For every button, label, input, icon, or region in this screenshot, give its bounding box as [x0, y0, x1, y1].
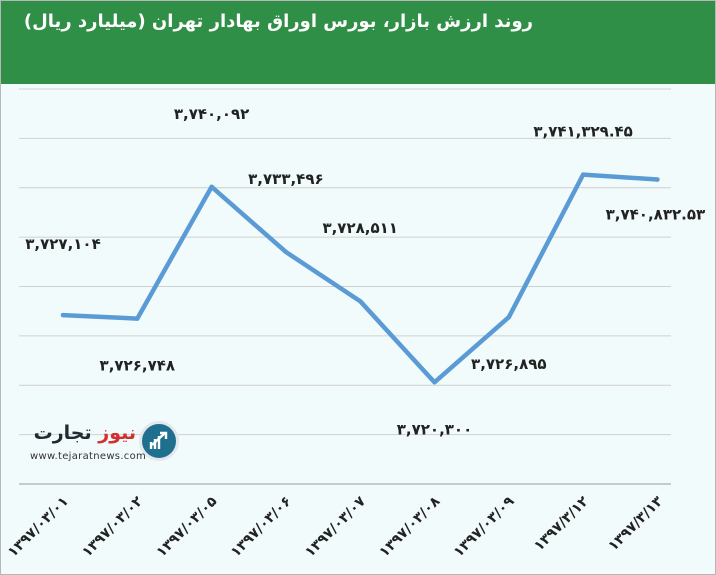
data-label: ۳,۷۲۸,۵۱۱: [322, 219, 397, 237]
x-tick-label: ۱۳۹۷/۰۳/۰۱: [5, 494, 72, 561]
x-tick-label: ۱۳۹۷/۳/۱۳: [605, 493, 666, 554]
x-tick-label: ۱۳۹۷/۰۳/۰۷: [302, 493, 369, 560]
x-tick-label: ۱۳۹۷/۳/۱۲: [531, 493, 592, 554]
data-point: [358, 299, 363, 304]
x-tick-label: ۱۳۹۷/۰۳/۰۲: [79, 493, 146, 560]
data-point: [209, 184, 214, 190]
data-point: [135, 316, 140, 321]
data-point: [655, 177, 660, 182]
data-label: ۳,۷۲۷,۱۰۴: [25, 235, 100, 253]
logo-mark-icon: [139, 421, 179, 461]
data-label: ۳,۷۲۶,۷۴۸: [100, 357, 175, 375]
line-chart: ۳,۷۲۷,۱۰۴ ۳,۷۲۶,۷۴۸ ۳,۷۴۰,۰۹۲ ۳,۷۳۳,۴۹۶ ۳,۷۲…: [5, 88, 706, 561]
x-tick-label: ۱۳۹۷/۰۳/۰۹: [451, 493, 518, 560]
data-point: [580, 172, 586, 177]
data-point: [60, 312, 66, 318]
logo-name-part2: نیوز: [98, 422, 136, 444]
data-label: ۳,۷۲۶,۸۹۵: [471, 355, 546, 373]
x-tick-label: ۱۳۹۷/۰۳/۰۸: [376, 493, 443, 560]
data-label: ۳,۷۴۰,۰۹۲: [174, 105, 249, 123]
data-point: [432, 380, 437, 385]
series-line: [60, 172, 660, 385]
chart-title: روند ارزش بازار، بورس اوراق بهادار تهران…: [23, 11, 533, 32]
data-point: [506, 314, 511, 320]
data-point: [283, 249, 289, 255]
data-label: ۳,۷۴۱,۳۲۹.۴۵: [533, 123, 633, 141]
tejaratnews-logo: نیوز تجارت www.tejaratnews.com: [28, 421, 180, 467]
logo-url: www.tejaratnews.com: [30, 451, 147, 462]
data-label: ۳,۷۲۰,۳۰۰: [397, 420, 472, 438]
data-label: ۳,۷۳۳,۴۹۶: [248, 170, 323, 188]
x-tick-label: ۱۳۹۷/۰۳/۰۶: [228, 494, 295, 561]
logo-name-part1: تجارت: [33, 422, 92, 444]
chart-header: روند ارزش بازار، بورس اوراق بهادار تهران…: [1, 1, 715, 84]
x-tick-label: ۱۳۹۷/۰۳/۰۵: [154, 493, 221, 560]
data-label: ۳,۷۴۰,۸۳۲.۵۳: [606, 206, 706, 224]
logo-name: نیوز تجارت: [34, 422, 136, 444]
